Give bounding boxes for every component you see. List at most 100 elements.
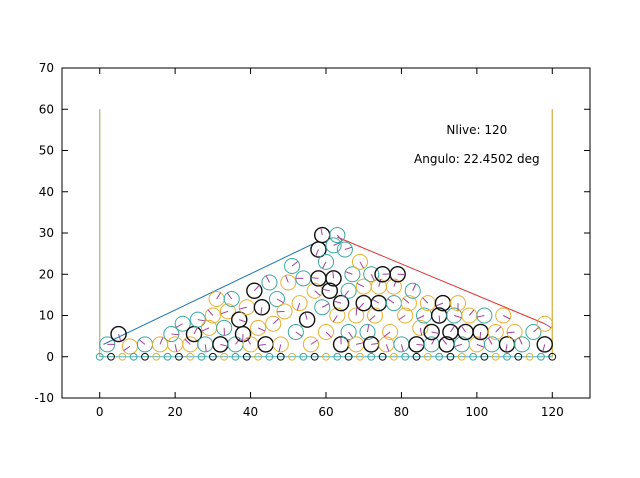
base-particle: [254, 352, 263, 361]
particle-orientation: [333, 300, 342, 304]
particle-orientation: [378, 279, 382, 287]
axes: 0 20 40 60 80 100 120 -10 0 10 20 30 40 50 60 70: [34, 61, 590, 419]
particle-orientation: [387, 298, 395, 304]
particle-orientation: [310, 277, 319, 279]
particle: [302, 336, 319, 353]
particle-orientation: [258, 343, 266, 347]
particle-orientation: [366, 324, 370, 333]
particle: [344, 266, 361, 283]
x-tick-label: 120: [541, 405, 564, 419]
particle-orientation: [435, 302, 444, 307]
slope-line-right: [337, 236, 545, 325]
particle: [197, 336, 214, 353]
y-tick-label: 40: [39, 185, 54, 199]
particle-orientation: [412, 283, 417, 291]
particle-orientation: [235, 338, 241, 345]
particle-orientation: [356, 282, 364, 288]
y-tick-label: 20: [39, 267, 54, 281]
particle-orientation: [285, 275, 289, 283]
particle-orientation: [171, 333, 179, 336]
particle-orientation: [544, 323, 552, 329]
particle: [163, 326, 180, 343]
particle-orientation: [322, 288, 330, 292]
base-particle: [389, 352, 398, 361]
base-particle: [186, 352, 195, 361]
particle-orientation: [438, 315, 441, 324]
particle: [332, 294, 350, 312]
base-particle: [412, 352, 421, 361]
particle-orientation: [197, 319, 206, 322]
base-particle: [299, 352, 308, 361]
particle-orientation: [304, 312, 308, 320]
particle: [514, 336, 531, 353]
particle: [219, 303, 236, 320]
particle: [250, 319, 267, 336]
particle-orientation: [276, 310, 285, 313]
base-particle: [446, 352, 455, 361]
particle: [536, 336, 553, 353]
particle: [317, 323, 335, 341]
particle-orientation: [507, 331, 515, 334]
particle: [363, 266, 380, 283]
particle: [348, 307, 365, 324]
particle-orientation: [358, 302, 365, 309]
base-particle: [276, 352, 285, 361]
particle-orientation: [174, 344, 178, 352]
particle-orientation: [321, 303, 330, 308]
particle: [382, 323, 399, 341]
particle-orientation: [325, 331, 332, 338]
particle: [321, 282, 339, 299]
particle-orientation: [385, 344, 390, 352]
particle-orientation: [495, 326, 502, 333]
particle-orientation: [369, 315, 376, 321]
particle-orientation: [184, 338, 191, 345]
base-particle: [356, 352, 364, 361]
particle: [204, 307, 221, 324]
particle-orientation: [138, 339, 146, 345]
particle: [340, 323, 357, 341]
particle: [400, 295, 418, 312]
particle-orientation: [370, 274, 375, 282]
particle-orientation: [257, 327, 266, 332]
particle-orientation: [372, 298, 380, 304]
y-tick-label: 50: [39, 144, 54, 158]
particle-orientation: [479, 331, 482, 340]
particle-orientation: [322, 261, 327, 269]
x-tick-label: 80: [394, 405, 409, 419]
particle-orientation: [175, 323, 183, 328]
base-particle: [480, 352, 489, 361]
base-particle: [378, 352, 387, 361]
particle: [487, 323, 504, 341]
particle-orientation: [503, 315, 511, 320]
particle-orientation: [332, 270, 335, 279]
particle-orientation: [476, 315, 485, 318]
particle-orientation: [310, 339, 318, 345]
particle-orientation: [332, 315, 338, 323]
particle: [536, 315, 553, 332]
particle-orientation: [416, 343, 425, 346]
particle-orientation: [454, 315, 462, 319]
particle-orientation: [220, 310, 229, 315]
particle: [449, 295, 467, 312]
particle: [325, 270, 342, 287]
slope-line-left: [103, 240, 319, 345]
particle-orientation: [355, 307, 358, 316]
y-tick-label: 60: [39, 102, 54, 116]
base-particle: [548, 352, 557, 361]
particle: [329, 227, 346, 244]
particle-orientation: [253, 284, 260, 292]
base-particle: [401, 352, 410, 361]
base-particle: [503, 352, 511, 361]
particle-orientation: [460, 325, 466, 333]
particle: [397, 307, 414, 324]
particle: [298, 311, 316, 328]
base-particle: [457, 352, 466, 361]
particle-orientation: [159, 337, 164, 345]
particle-orientation: [344, 246, 353, 250]
particle-orientation: [246, 337, 252, 345]
base-particle: [208, 352, 217, 361]
base-particle: [197, 352, 206, 361]
base-particle: [333, 352, 342, 361]
particle-orientation: [468, 309, 475, 316]
